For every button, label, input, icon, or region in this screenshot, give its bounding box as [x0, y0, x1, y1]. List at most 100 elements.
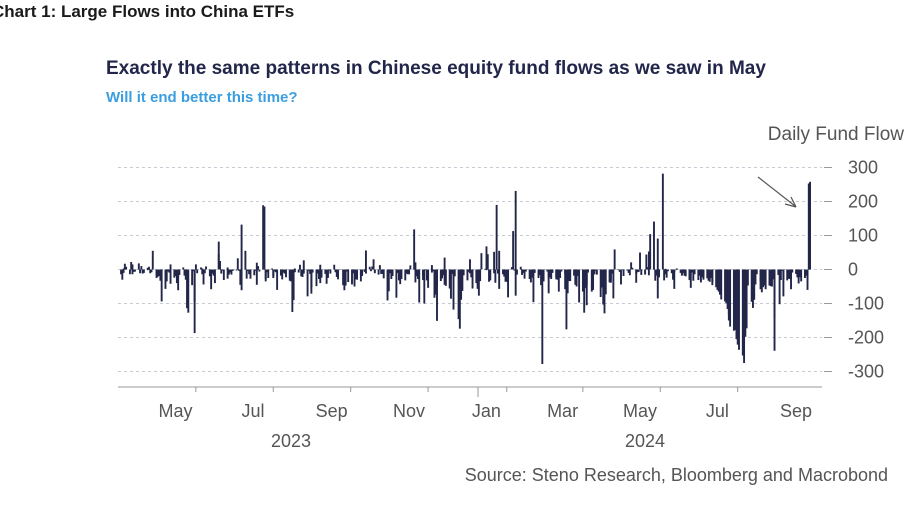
bar [397, 269, 400, 275]
bar [498, 269, 501, 289]
bar [736, 269, 739, 345]
bar [319, 269, 322, 284]
bar [547, 269, 550, 294]
bar [574, 269, 577, 285]
bar [646, 267, 649, 270]
bar [462, 269, 465, 276]
bar [415, 269, 418, 277]
x-tick-label: May [159, 401, 193, 421]
bar [345, 269, 348, 272]
bar [711, 269, 714, 286]
bar [673, 269, 676, 289]
bar [351, 269, 353, 285]
bar [125, 266, 128, 270]
bar [306, 269, 309, 297]
bar [249, 269, 252, 279]
annotation [757, 176, 797, 208]
bar [514, 269, 517, 296]
bar [779, 269, 782, 281]
bar [282, 269, 285, 273]
bar [795, 269, 798, 274]
bar [333, 264, 336, 270]
bar [631, 267, 634, 270]
bar [452, 269, 455, 310]
bar [587, 269, 589, 273]
bar [342, 269, 345, 286]
bar [414, 269, 417, 283]
bar [800, 269, 803, 282]
bar [771, 269, 773, 287]
bar [618, 269, 621, 272]
bar [326, 269, 329, 278]
bar [708, 269, 711, 282]
bar [177, 269, 180, 291]
bar [417, 269, 419, 280]
bar [210, 269, 213, 290]
bar [639, 252, 641, 270]
bar [564, 269, 567, 290]
bar [781, 269, 784, 271]
bar [169, 269, 172, 284]
bar [738, 269, 740, 350]
bar [585, 269, 588, 306]
bar [760, 269, 763, 293]
bar [222, 269, 225, 281]
bar [578, 269, 581, 303]
bar [782, 269, 785, 297]
bar [786, 269, 789, 281]
bar [302, 260, 305, 270]
bar [768, 269, 771, 286]
bar [328, 269, 331, 271]
bar [769, 269, 772, 287]
bar-series [120, 173, 811, 365]
bar [460, 269, 463, 300]
bar [556, 269, 559, 280]
bar [337, 269, 339, 280]
bar [210, 269, 213, 274]
bar [479, 269, 482, 282]
bar [540, 269, 542, 286]
bar [485, 269, 488, 271]
bar [272, 269, 275, 277]
bar [220, 269, 223, 274]
bar [246, 269, 249, 271]
bar [493, 251, 496, 270]
bar [238, 269, 241, 271]
x-tick-label: Sep [316, 401, 348, 421]
bar [324, 269, 327, 274]
bar [436, 269, 438, 321]
bar [777, 269, 780, 275]
bar [405, 269, 408, 274]
bar [753, 269, 756, 300]
bar [628, 269, 631, 276]
bar [621, 269, 624, 271]
bar [356, 269, 359, 280]
bar [665, 269, 668, 278]
bar [134, 269, 136, 272]
bar [672, 269, 674, 280]
bar [175, 269, 178, 284]
bar [726, 269, 729, 309]
bar [469, 269, 471, 274]
bar [450, 269, 452, 299]
bar [498, 250, 501, 270]
bar [702, 269, 705, 280]
source-note: Source: Steno Research, Bloomberg and Ma… [464, 465, 888, 485]
bar [684, 269, 687, 277]
bar [140, 266, 143, 270]
bar [433, 269, 436, 298]
bar [300, 269, 303, 277]
bar [414, 262, 417, 270]
x-tick-label: Jul [241, 401, 264, 421]
bar [595, 269, 598, 275]
bar [227, 269, 230, 275]
bar [484, 268, 487, 270]
bar [655, 269, 658, 276]
bar [451, 269, 454, 274]
bar [281, 269, 284, 280]
bar [693, 269, 696, 275]
bar [408, 269, 411, 275]
bar [257, 266, 260, 270]
bar [743, 269, 746, 347]
bar [496, 269, 499, 274]
